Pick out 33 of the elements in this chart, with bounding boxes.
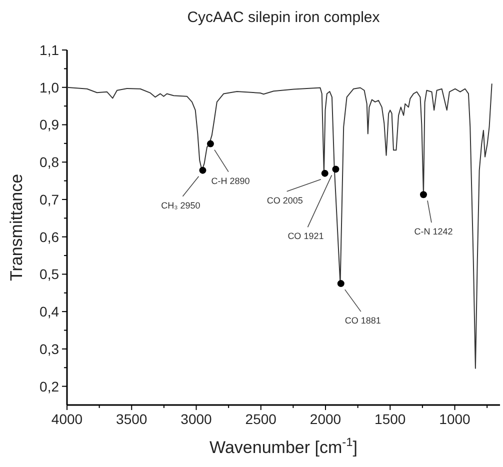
y-tick-label: 0,6 [40,228,60,245]
y-tick-label: 1,0 [40,79,60,96]
x-tick-label: 1000 [439,411,471,427]
y-tick-label: 0,4 [40,304,60,320]
annotation: CH₃ 2950 [161,200,200,210]
x-tick-label: 2500 [245,411,277,427]
y-axis-title: Transmittance [7,174,26,282]
y-tick-label: 0,3 [40,340,60,357]
chart-title: CycAAC silepin iron complex [187,9,380,26]
x-axis-title: Wavenumber [cm$^{-1}$] [210,435,358,457]
x-tick-label: 2000 [310,411,342,427]
annotation: CO 1921 [288,231,324,242]
point [332,166,340,173]
annotation: C-N 1242 [414,226,453,237]
annotation: CO 1881 [344,316,381,326]
point [206,140,214,148]
point [337,280,344,288]
y-tick-label: 0,7 [40,191,60,208]
y-tick-label: 0,8 [40,154,60,170]
x-tick-label: 1500 [374,411,406,427]
y-tick-label: 0,5 [40,266,60,282]
point [321,170,328,177]
line-series [66,83,492,369]
y-tick-label: 1,1 [40,42,60,58]
x-tick-label: 3500 [116,411,148,427]
x-tick-label: 4000 [51,411,83,427]
point [199,166,206,174]
annotation: C-H 2890 [211,176,250,186]
annotation: CO 2005 [266,195,303,206]
y-tick-label: 0,9 [40,116,60,133]
x-tick-label: 3000 [180,411,212,427]
y-tick-label: 0,2 [40,378,60,394]
point [420,191,427,198]
